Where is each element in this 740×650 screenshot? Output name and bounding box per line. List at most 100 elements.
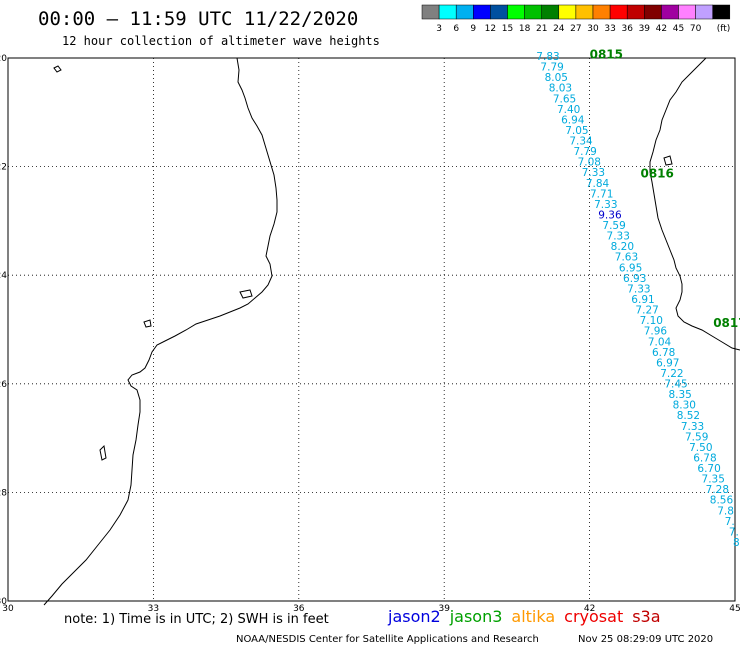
wave-height-value: 7.65 [553, 93, 576, 105]
legend-label: 9 [470, 24, 476, 34]
wave-height-value: 7.59 [685, 431, 708, 443]
wave-height-value: 8.20 [611, 241, 634, 253]
wave-height-value: 7.04 [648, 336, 672, 348]
longitude-tick-label: 30 [2, 604, 14, 612]
wave-height-value: 7.22 [660, 368, 683, 380]
madagascar-coastline [649, 57, 740, 351]
legend-label: 3 [436, 24, 442, 34]
legend-label: 33 [604, 24, 615, 34]
latitude-tick-label: -28 [0, 488, 7, 498]
wave-height-value: 8.56 [710, 495, 734, 507]
legend-label: 39 [639, 24, 651, 34]
legend-label: 15 [502, 24, 513, 34]
legend-label: 12 [485, 24, 496, 34]
map-frame [7, 57, 736, 602]
altimeter-map: 30 33 36 39 42 45 -20 -22 -24 -26 -28 -30 7.837.79 8… [0, 47, 740, 612]
wave-height-value: 8.30 [673, 400, 696, 412]
wave-height-value: 7.08 [578, 157, 601, 169]
legend-label: 70 [690, 24, 702, 34]
wave-height-value: 8. [733, 537, 740, 549]
footer-note: note: 1) Time is in UTC; 2) SWH is in fe… [64, 612, 329, 627]
satellite-altika: altika [511, 607, 556, 626]
wave-height-value: 6.95 [619, 262, 642, 274]
wave-height-value: 7.83 [536, 51, 559, 63]
wave-height-value: 7.05 [565, 125, 588, 137]
wave-height-value: 7.96 [644, 326, 668, 338]
wave-height-value: 9.36 [598, 209, 622, 221]
wave-height-value: 8.52 [677, 410, 700, 422]
africa-coastline [43, 57, 278, 606]
wave-height-value: 7.33 [681, 421, 704, 433]
legend-label: 21 [536, 24, 547, 34]
latitude-tick-label: -30 [0, 597, 7, 607]
wave-height-value: 7.45 [664, 379, 687, 391]
longitude-tick-label: 36 [293, 604, 305, 612]
wave-height-value: 7.34 [569, 136, 593, 148]
track-time-label: 0816 [640, 167, 673, 181]
wave-height-value: 7.10 [640, 315, 663, 327]
longitude-tick-label: 45 [729, 604, 740, 612]
satellite-jason3: jason3 [449, 607, 503, 626]
wave-height-value: 7. [725, 516, 735, 528]
coastline [43, 57, 740, 606]
legend-label: 30 [587, 24, 599, 34]
altimeter-track: 7.837.798.058.037.657.406.947.057.347.79… [536, 51, 740, 549]
credit-text: NOAA/NESDIS Center for Satellite Applica… [236, 634, 539, 645]
page-subtitle: 12 hour collection of altimeter wave hei… [62, 34, 380, 48]
legend-label: 6 [453, 24, 459, 34]
satellite-legend: jason2 jason3 altika cryosat s3a [388, 607, 670, 626]
legend-swatch [712, 4, 731, 20]
island-2 [99, 444, 107, 461]
legend-label: 42 [656, 24, 667, 34]
generation-timestamp: Nov 25 08:29:09 UTC 2020 [578, 634, 714, 645]
satellite-jason2: jason2 [388, 607, 441, 626]
latitude-tick-label: -20 [0, 54, 7, 64]
color-scale-legend: 3 6 9 12 15 18 21 24 27 30 33 36 39 42 45 70 (ft) [421, 4, 731, 34]
wave-height-value: 6.91 [631, 294, 654, 306]
wave-height-value: 6.78 [652, 347, 675, 359]
wave-height-value: 7.40 [557, 104, 580, 116]
wave-height-value: 7.35 [702, 474, 725, 486]
wave-height-value: 7.63 [615, 252, 638, 264]
latitude-tick-label: -26 [0, 380, 7, 390]
map-grid: 30 33 36 39 42 45 -20 -22 -24 -26 -28 -30 [0, 54, 740, 612]
longitude-tick-label: 39 [438, 604, 450, 612]
page-title: 00:00 – 11:59 UTC 11/22/2020 [38, 8, 359, 30]
wave-height-value: 7.27 [635, 305, 658, 317]
island-5 [663, 155, 673, 166]
wave-height-value: 8.03 [549, 83, 572, 95]
wave-height-value: 7.28 [706, 484, 729, 496]
island-3 [143, 319, 152, 328]
longitude-tick-label: 42 [584, 604, 595, 612]
latitude-tick-label: -22 [0, 163, 7, 173]
legend-unit: (ft) [717, 24, 731, 34]
legend-label: 18 [519, 24, 531, 34]
wave-height-value: 7.33 [607, 231, 630, 243]
wave-height-value: 6.94 [561, 114, 585, 126]
island-4 [239, 289, 253, 299]
wave-height-value: 7.71 [590, 188, 613, 200]
wave-height-value: 7.50 [689, 442, 712, 454]
island-1 [53, 65, 62, 73]
track-time-labels: 0815 0816 0817 [590, 47, 740, 330]
wave-height-value: 7. [729, 526, 739, 538]
satellite-s3a: s3a [632, 607, 661, 626]
satellite-cryosat: cryosat [564, 607, 624, 626]
legend-label: 24 [553, 24, 565, 34]
wave-height-value: 7.79 [540, 62, 563, 74]
wave-height-value: 7.33 [627, 283, 650, 295]
track-time-label: 0817 [713, 316, 740, 330]
legend-label: 27 [570, 24, 581, 34]
legend-label: 45 [673, 24, 684, 34]
latitude-tick-label: -24 [0, 271, 7, 281]
wave-height-value: 7.8 [717, 505, 734, 517]
wave-height-value: 6.70 [697, 463, 720, 475]
wave-height-value: 7.33 [582, 167, 605, 179]
wave-height-value: 7.33 [594, 199, 617, 211]
legend-label: 36 [621, 24, 633, 34]
wave-height-value: 7.84 [586, 178, 610, 190]
track-time-label: 0815 [590, 47, 623, 61]
wave-height-value: 6.97 [656, 357, 679, 369]
longitude-tick-label: 33 [148, 604, 159, 612]
wave-height-value: 6.78 [693, 452, 716, 464]
